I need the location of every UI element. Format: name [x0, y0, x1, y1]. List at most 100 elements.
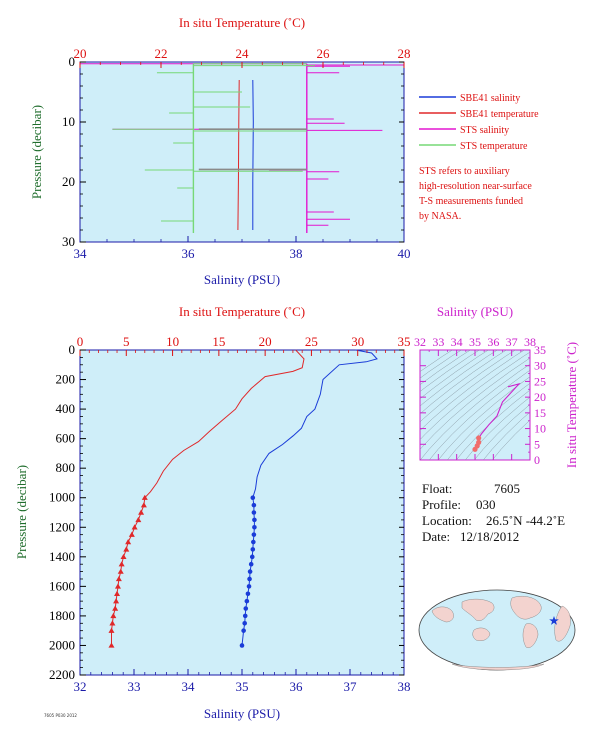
salinity-point — [250, 495, 256, 501]
temperature-point — [120, 553, 127, 560]
full-profile-x-tick-label: 33 — [128, 679, 141, 694]
full-profile-x-tick-label: 38 — [398, 679, 411, 694]
legend-label-sts-temperature: STS temperature — [460, 141, 528, 152]
ts-density-contour — [473, 404, 530, 460]
salinity-point — [242, 613, 248, 619]
legend-note-line-4: by NASA. — [419, 211, 461, 222]
ts-density-contour — [446, 382, 530, 460]
salinity-point — [251, 502, 257, 508]
ts-top-tick-label: 35 — [469, 335, 481, 349]
ts-density-contour — [420, 350, 462, 379]
full-profile-top-tick-label: 10 — [166, 334, 179, 349]
full-profile-y-tick-label: 800 — [56, 460, 76, 475]
full-profile-y-tick-label: 600 — [56, 431, 76, 446]
ts-contour-group — [420, 350, 530, 460]
salinity-point — [241, 628, 246, 633]
salinity-point — [247, 576, 252, 582]
ts-density-contour — [420, 350, 516, 423]
legend-label-sts-salinity: STS salinity — [460, 125, 509, 136]
map-land — [431, 596, 571, 671]
near-surface-x-tick-label: 40 — [398, 246, 411, 261]
continent-antarctica — [451, 663, 545, 671]
full-profile-top-tick-label: 35 — [398, 334, 411, 349]
salinity-point — [245, 591, 251, 597]
full-profile-series — [108, 349, 378, 648]
full-profile-y-tick-label: 1400 — [49, 549, 75, 564]
near-surface-y-tick-label: 10 — [62, 114, 75, 129]
temperature-point — [125, 539, 132, 545]
full-profile-y-tick-label: 400 — [56, 401, 76, 416]
ts-top-tick-label: 33 — [432, 335, 444, 349]
ts-density-contour — [420, 350, 489, 399]
near-surface-x-tick-label: 34 — [74, 246, 88, 261]
temperature-point — [113, 598, 120, 604]
salinity-point — [243, 606, 249, 611]
ts-density-contour — [491, 419, 530, 460]
ts-right-axis-label: In situ Temperature (˚C) — [564, 342, 579, 468]
float-position-star-icon — [549, 616, 559, 625]
near-surface-top-axis-label: In situ Temperature (˚C) — [179, 15, 305, 30]
full-profile-y-tick-label: 200 — [56, 372, 76, 387]
legend-note-line-1: STS refers to auxiliary — [419, 166, 510, 177]
full-profile-top-tick-label: 5 — [123, 334, 130, 349]
temperature-point — [135, 516, 142, 523]
salinity-point — [248, 561, 254, 567]
footnote: 7605 P030 2012 — [44, 713, 77, 718]
near-surface-y-tick-label: 0 — [69, 54, 76, 69]
full-profile-x-tick-label: 37 — [344, 679, 358, 694]
ts-deep-point — [472, 446, 478, 452]
salinity-point — [242, 620, 247, 626]
float-info: Float: 7605 Profile: 030 Location: 26.5˚… — [422, 481, 565, 544]
map-ocean — [418, 589, 576, 671]
ts-density-contour — [420, 350, 525, 431]
full-profile-y-tick-label: 1800 — [49, 608, 75, 623]
full-profile-y-tick-label: 0 — [69, 342, 76, 357]
temperature-point — [128, 531, 135, 537]
full-profile-top-tick-label: 15 — [212, 334, 225, 349]
float-value: 7605 — [494, 481, 520, 496]
full-profile-top-tick-label: 30 — [351, 334, 364, 349]
near-surface-x-axis-label: Salinity (PSU) — [204, 272, 280, 287]
legend-note-line-2: high-resolution near-surface — [419, 181, 532, 192]
legend-label-sbe-temperature: SBE41 temperature — [460, 109, 539, 120]
full-profile-y-tick-label: 1600 — [49, 578, 75, 593]
temperature-point — [108, 627, 115, 633]
ts-top-tick-label: 36 — [487, 335, 499, 349]
salinity-point — [251, 532, 257, 537]
temperature-point — [112, 605, 119, 611]
temperature-point — [141, 494, 148, 500]
temperature-point — [114, 583, 121, 589]
ts-density-contour — [420, 350, 498, 407]
ts-right-tick-label: 5 — [534, 437, 540, 451]
near-surface-y-axis-label: Pressure (decibar) — [29, 105, 44, 199]
profile-label: Profile: — [422, 497, 461, 512]
temperature-point — [109, 620, 116, 626]
continent-australia — [472, 627, 491, 641]
salinity-point — [252, 524, 257, 530]
full-profile-x-tick-label: 35 — [236, 679, 249, 694]
full-profile-y-tick-label: 1200 — [49, 519, 75, 534]
temperature-point — [140, 502, 147, 508]
legend: SBE41 salinity SBE41 temperature STS sal… — [419, 93, 539, 222]
continent-africa-west — [431, 606, 454, 623]
full-profile-x-tick-label: 34 — [182, 679, 196, 694]
temperature-point — [110, 612, 117, 619]
ts-right-tick-label: 10 — [534, 422, 546, 436]
ts-density-contour — [420, 350, 507, 415]
ts-top-axis-label: Salinity (PSU) — [437, 304, 513, 319]
salinity-point — [244, 598, 250, 604]
ts-top-tick-label: 38 — [524, 335, 536, 349]
temperature-point — [114, 590, 121, 596]
ts-density-contour — [420, 351, 530, 440]
full-profile-y-tick-label: 2200 — [49, 667, 75, 682]
full-profile-top-tick-label: 25 — [305, 334, 318, 349]
ts-density-contour — [420, 350, 480, 392]
salinity-point — [246, 584, 252, 589]
full-profile-y-tick-label: 1000 — [49, 490, 75, 505]
ts-right-tick-label: 20 — [534, 390, 546, 404]
salinity-point — [239, 643, 245, 648]
ts-density-contour — [420, 357, 530, 450]
legend-note-line-3: T-S measurements funded — [419, 196, 523, 207]
